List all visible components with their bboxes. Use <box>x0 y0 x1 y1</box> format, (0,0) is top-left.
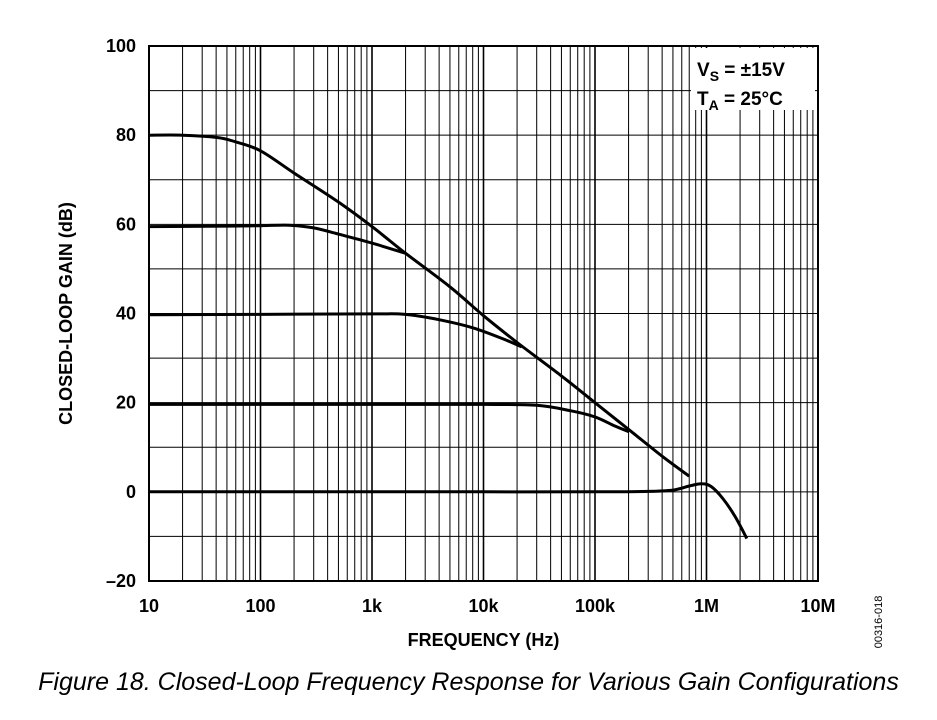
series-line-0 <box>148 133 691 478</box>
y-tick-labels: –20 0 20 40 60 80 100 <box>106 36 136 591</box>
x-tick-labels: 10 100 1k 10k 100k 1M 10M <box>139 596 836 616</box>
x-tick-label: 10k <box>468 596 499 616</box>
series-group <box>148 133 749 540</box>
x-tick-label: 1M <box>694 596 719 616</box>
chart: VS = ±15V TA = 25°C 10 100 1k 10k 100k 1M 10M –… <box>56 36 885 650</box>
y-tick-label: –20 <box>106 571 136 591</box>
x-tick-label: 1k <box>362 596 383 616</box>
y-axis-label: CLOSED-LOOP GAIN (dB) <box>56 202 76 425</box>
y-tick-label: 0 <box>126 482 136 502</box>
series-line-1 <box>148 223 407 255</box>
plot-frame <box>148 45 819 582</box>
y-tick-label: 20 <box>116 393 136 413</box>
x-tick-label: 10 <box>139 596 159 616</box>
y-tick-label: 100 <box>106 36 136 56</box>
figure-caption: Figure 18. Closed-Loop Frequency Respons… <box>38 668 899 696</box>
legend: VS = ±15V TA = 25°C <box>697 60 785 113</box>
x-tick-label: 100 <box>245 596 275 616</box>
series-line-4 <box>149 482 749 540</box>
annotation-0: VS = ±15V <box>697 60 785 84</box>
series-line-2 <box>148 312 523 349</box>
y-tick-label: 60 <box>116 214 136 234</box>
annotation-1: TA = 25°C <box>697 89 783 113</box>
y-tick-label: 80 <box>116 125 136 145</box>
x-tick-label: 10M <box>800 596 835 616</box>
series-line-3 <box>149 402 630 434</box>
y-tick-label: 40 <box>116 304 136 324</box>
figure-number: 00316-018 <box>873 596 885 649</box>
legend-box <box>691 48 815 110</box>
x-axis-label: FREQUENCY (Hz) <box>408 630 560 650</box>
x-tick-label: 100k <box>575 596 616 616</box>
